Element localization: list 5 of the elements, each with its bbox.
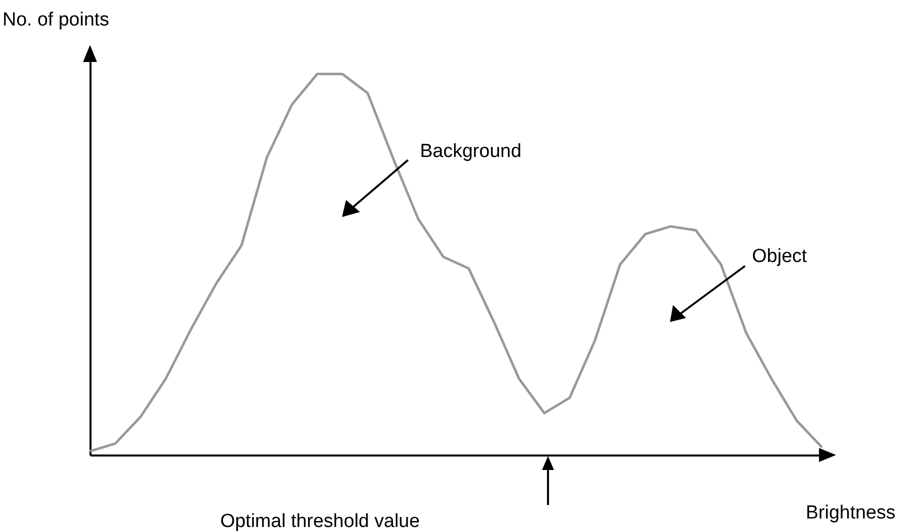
annotation: Object <box>752 246 808 267</box>
x-axis-title: Brightness <box>806 502 896 524</box>
annotation: Background <box>420 141 522 162</box>
text: Optimal threshold value <box>220 511 420 531</box>
y-axis-title: No. of points <box>2 10 110 30</box>
